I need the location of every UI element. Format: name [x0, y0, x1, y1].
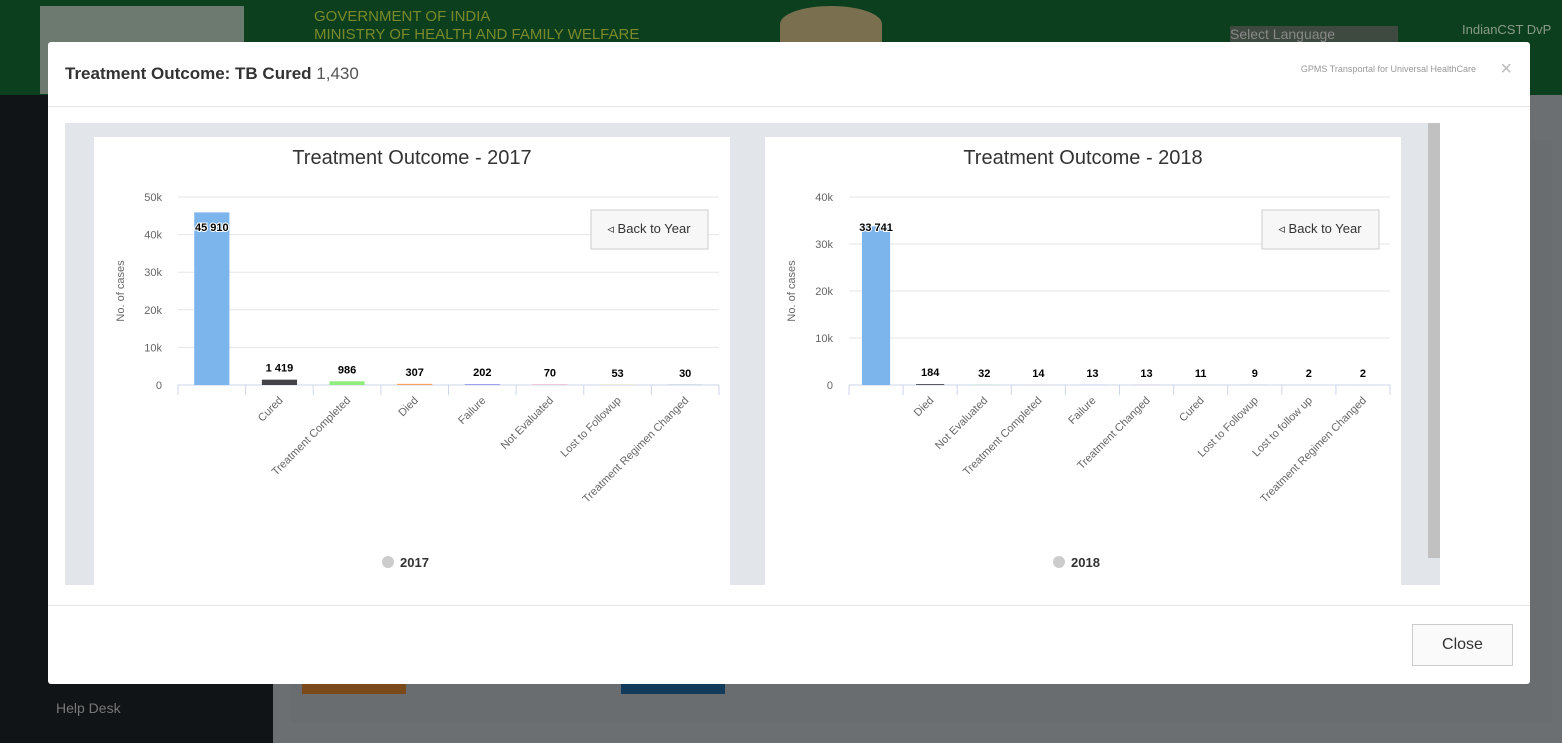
y-tick-label: 20k: [144, 305, 162, 317]
modal-body: Treatment Outcome - 2017 No. of cases 0 10k…: [65, 123, 1440, 585]
x-tick-label: Cured: [256, 395, 286, 425]
button-label: ◃ Back to Year: [1278, 221, 1362, 236]
y-axis-title: No. of cases: [115, 260, 127, 322]
button-label: ◃ Back to Year: [607, 221, 691, 236]
brand: GPMS Transportal for Universal HealthCar…: [1300, 64, 1476, 74]
y-tick-label: 40k: [815, 192, 833, 204]
y-tick-label: 0: [827, 380, 833, 392]
bar: [261, 379, 298, 385]
close-button[interactable]: Close: [1412, 624, 1513, 666]
data-label: 11: [1195, 368, 1207, 380]
data-label: 2: [1360, 368, 1366, 380]
close-icon[interactable]: ×: [1500, 58, 1512, 80]
language-select[interactable]: Select Language: [1230, 26, 1398, 42]
y-tick-label: 0: [156, 380, 162, 392]
back-button[interactable]: ◃ Back to Year: [590, 209, 709, 250]
chart: Treatment Outcome - 2018 No. of cases 0 10k…: [786, 147, 1391, 570]
title-text: Treatment Outcome: TB Cured: [65, 64, 312, 83]
chart: Treatment Outcome - 2017 No. of cases 0 10k…: [115, 147, 720, 570]
x-tick-label: Lost to Followup: [559, 395, 624, 460]
y-tick-label: 10k: [144, 342, 162, 354]
y-tick-label: 30k: [144, 267, 162, 279]
y-tick-label: 20k: [815, 286, 833, 298]
scrollbar[interactable]: [1428, 123, 1440, 558]
y-tick-label: 30k: [815, 239, 833, 251]
y-tick-label: 50k: [144, 192, 162, 204]
data-label: 30: [679, 368, 691, 380]
back-button[interactable]: ◃ Back to Year: [1261, 209, 1380, 250]
x-tick-label: Failure: [456, 395, 488, 427]
header-line: GOVERNMENT OF INDIA: [314, 8, 491, 25]
chart-title: Treatment Outcome - 2018: [963, 147, 1202, 169]
data-label: 307: [406, 367, 424, 379]
bar: [194, 212, 230, 385]
legend-symbol: [1053, 556, 1065, 568]
bar: [397, 383, 433, 385]
emblem: [780, 6, 882, 42]
x-tick-label: Died: [912, 395, 936, 419]
data-label: 986: [338, 364, 356, 376]
modal-header: Treatment Outcome: TB Cured 1,430 GPMS T…: [48, 42, 1530, 107]
x-tick-label: Not Evaluated: [499, 395, 556, 452]
data-label: 184: [921, 367, 940, 379]
data-label: 13: [1140, 368, 1152, 380]
button-frame: [1261, 209, 1380, 250]
legend-label: 2017: [400, 555, 429, 570]
modal-title: Treatment Outcome: TB Cured 1,430: [65, 64, 359, 84]
data-label: 70: [544, 368, 556, 380]
x-tick-label: Died: [396, 395, 420, 419]
x-tick-label: Cured: [1177, 395, 1207, 425]
title-count: 1,430: [316, 64, 359, 83]
divider: [48, 605, 1530, 606]
legend-label: 2018: [1071, 555, 1100, 570]
data-label: 2: [1306, 368, 1312, 380]
y-tick-label: 10k: [815, 333, 833, 345]
legend-symbol: [382, 556, 394, 568]
bar: [916, 384, 945, 385]
data-label: 13: [1086, 368, 1098, 380]
x-tick-label: Failure: [1066, 395, 1098, 427]
ministry: GOVERNMENT OF INDIA MINISTRY OF HEALTH AN…: [314, 8, 639, 44]
bar: [329, 381, 365, 385]
chart-box: Treatment Outcome - 2017 No. of cases 0 10k…: [94, 137, 730, 585]
data-label: 9: [1252, 368, 1258, 380]
modal: Treatment Outcome: TB Cured 1,430 GPMS T…: [48, 42, 1530, 684]
bar: [861, 226, 891, 385]
data-label: 45 910: [195, 222, 229, 234]
y-tick-label: 40k: [144, 230, 162, 242]
x-tick-label: Treatment Regimen Changed: [1258, 395, 1369, 506]
data-label: 33 741: [859, 222, 893, 234]
bar: [464, 384, 500, 385]
data-label: 202: [473, 367, 491, 379]
button-frame: [590, 209, 709, 250]
help-desk[interactable]: Help Desk: [56, 700, 121, 716]
header-line: MINISTRY OF HEALTH AND FAMILY WELFARE: [314, 26, 640, 43]
user-name[interactable]: IndianCST DvP: [1462, 22, 1552, 37]
data-label: 14: [1032, 368, 1045, 380]
data-label: 53: [611, 368, 623, 380]
chart-box: Treatment Outcome - 2018 No. of cases 0 10k…: [765, 137, 1401, 585]
x-tick-label: Treatment Completed: [270, 395, 353, 478]
x-tick-label: Not Evaluated: [933, 395, 990, 452]
data-label: 1 419: [266, 363, 294, 375]
y-axis-title: No. of cases: [786, 260, 798, 322]
chart-title: Treatment Outcome - 2017: [292, 147, 531, 169]
data-label: 32: [978, 368, 990, 380]
